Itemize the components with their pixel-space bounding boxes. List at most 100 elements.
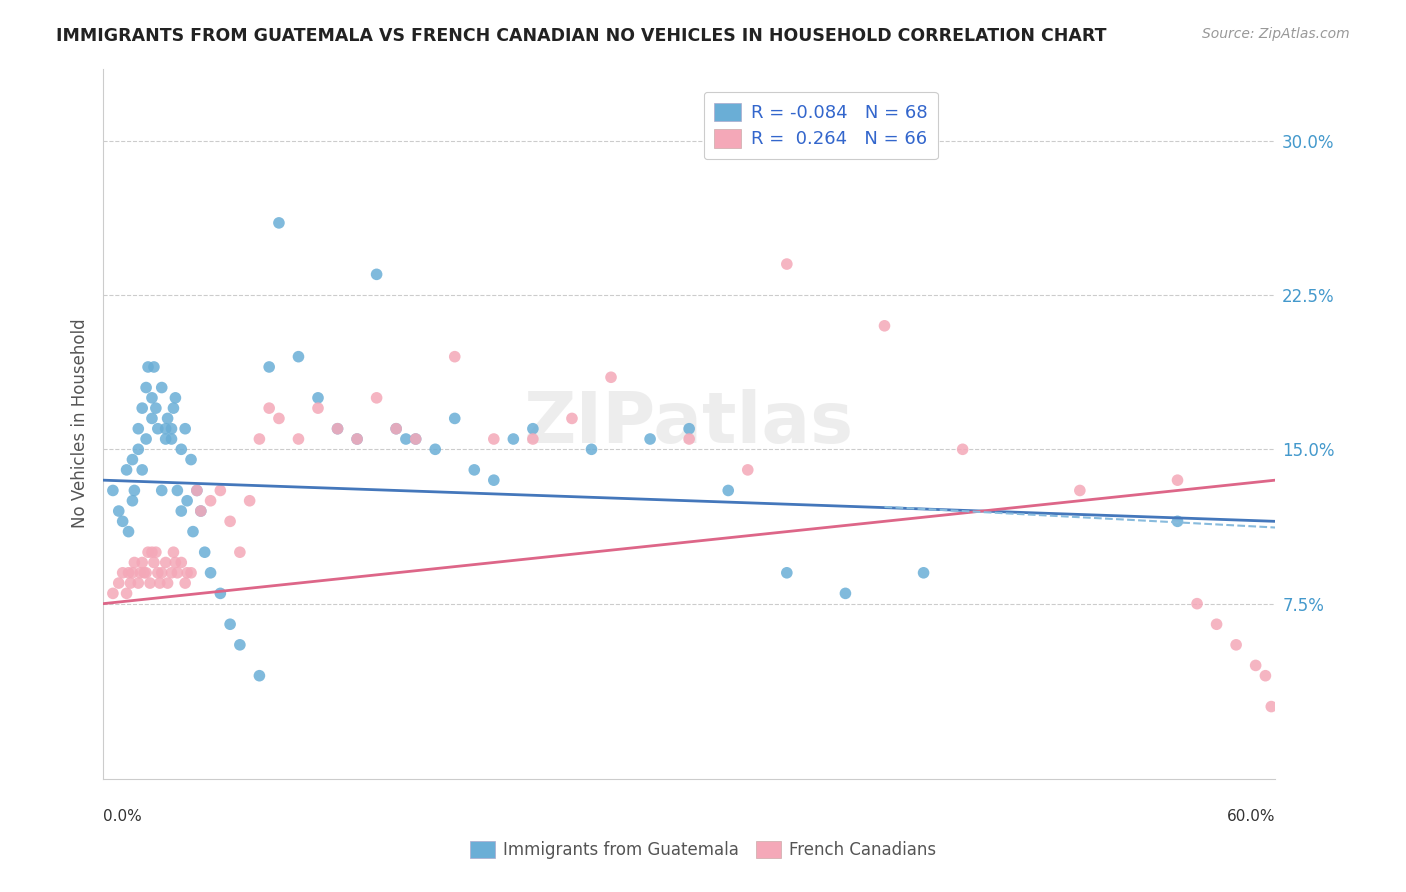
Point <box>737 463 759 477</box>
Point <box>209 483 232 498</box>
Point <box>115 463 138 477</box>
Point <box>307 401 329 416</box>
Point <box>131 401 153 416</box>
Point <box>247 669 270 683</box>
Point <box>395 432 418 446</box>
Point <box>776 566 799 580</box>
Point <box>873 318 896 333</box>
Point <box>127 422 149 436</box>
Point <box>1069 483 1091 498</box>
Point <box>600 370 623 384</box>
Point <box>145 401 167 416</box>
Point <box>366 391 388 405</box>
Point <box>176 493 198 508</box>
Point <box>156 576 179 591</box>
Point <box>162 545 184 559</box>
Point <box>1185 597 1208 611</box>
Point <box>385 422 408 436</box>
Point <box>267 216 290 230</box>
Point <box>107 576 129 591</box>
Text: ZIPatlas: ZIPatlas <box>524 389 855 458</box>
Point <box>117 566 139 580</box>
Point <box>145 545 167 559</box>
Point <box>134 566 156 580</box>
Point <box>107 504 129 518</box>
Point <box>1244 658 1267 673</box>
Text: IMMIGRANTS FROM GUATEMALA VS FRENCH CANADIAN NO VEHICLES IN HOUSEHOLD CORRELATIO: IMMIGRANTS FROM GUATEMALA VS FRENCH CANA… <box>56 27 1107 45</box>
Point <box>443 411 465 425</box>
Point <box>307 391 329 405</box>
Point <box>229 638 252 652</box>
Point <box>482 473 505 487</box>
Point <box>127 576 149 591</box>
Point <box>952 442 974 457</box>
Point <box>267 411 290 425</box>
Point <box>160 422 183 436</box>
Point <box>502 432 524 446</box>
Point <box>111 514 134 528</box>
Point <box>150 483 173 498</box>
Point <box>405 432 427 446</box>
Point <box>131 556 153 570</box>
Point <box>239 493 262 508</box>
Point <box>141 391 163 405</box>
Point <box>561 411 583 425</box>
Point <box>155 556 177 570</box>
Point <box>127 442 149 457</box>
Point <box>678 422 700 436</box>
Point <box>101 483 124 498</box>
Point <box>1166 514 1188 528</box>
Text: Source: ZipAtlas.com: Source: ZipAtlas.com <box>1202 27 1350 41</box>
Point <box>141 545 163 559</box>
Point <box>482 432 505 446</box>
Point <box>146 566 169 580</box>
Point <box>200 493 222 508</box>
Point <box>1205 617 1227 632</box>
Point <box>257 359 280 374</box>
Point <box>463 463 485 477</box>
Point <box>1225 638 1247 652</box>
Point <box>166 566 188 580</box>
Point <box>180 566 202 580</box>
Legend: R = -0.084   N = 68, R =  0.264   N = 66: R = -0.084 N = 68, R = 0.264 N = 66 <box>703 92 938 160</box>
Point <box>186 483 208 498</box>
Point <box>425 442 447 457</box>
Point <box>135 566 157 580</box>
Legend: Immigrants from Guatemala, French Canadians: Immigrants from Guatemala, French Canadi… <box>463 834 943 866</box>
Point <box>155 422 177 436</box>
Point <box>209 586 232 600</box>
Point <box>346 432 368 446</box>
Point <box>120 576 142 591</box>
Point <box>385 422 408 436</box>
Point <box>287 350 309 364</box>
Point <box>326 422 349 436</box>
Point <box>121 566 143 580</box>
Point <box>174 576 197 591</box>
Point <box>180 452 202 467</box>
Point <box>257 401 280 416</box>
Point <box>156 411 179 425</box>
Point <box>200 566 222 580</box>
Point <box>155 432 177 446</box>
Point <box>124 556 146 570</box>
Point <box>522 422 544 436</box>
Point <box>247 432 270 446</box>
Point <box>229 545 252 559</box>
Point <box>219 514 242 528</box>
Point <box>142 556 165 570</box>
Point <box>405 432 427 446</box>
Point <box>443 350 465 364</box>
Point <box>139 576 162 591</box>
Point <box>219 617 242 632</box>
Point <box>136 359 159 374</box>
Point <box>170 556 193 570</box>
Point <box>135 380 157 394</box>
Point <box>131 463 153 477</box>
Point <box>346 432 368 446</box>
Point <box>165 391 187 405</box>
Point <box>121 493 143 508</box>
Point <box>142 359 165 374</box>
Point <box>150 566 173 580</box>
Point <box>190 504 212 518</box>
Point <box>170 504 193 518</box>
